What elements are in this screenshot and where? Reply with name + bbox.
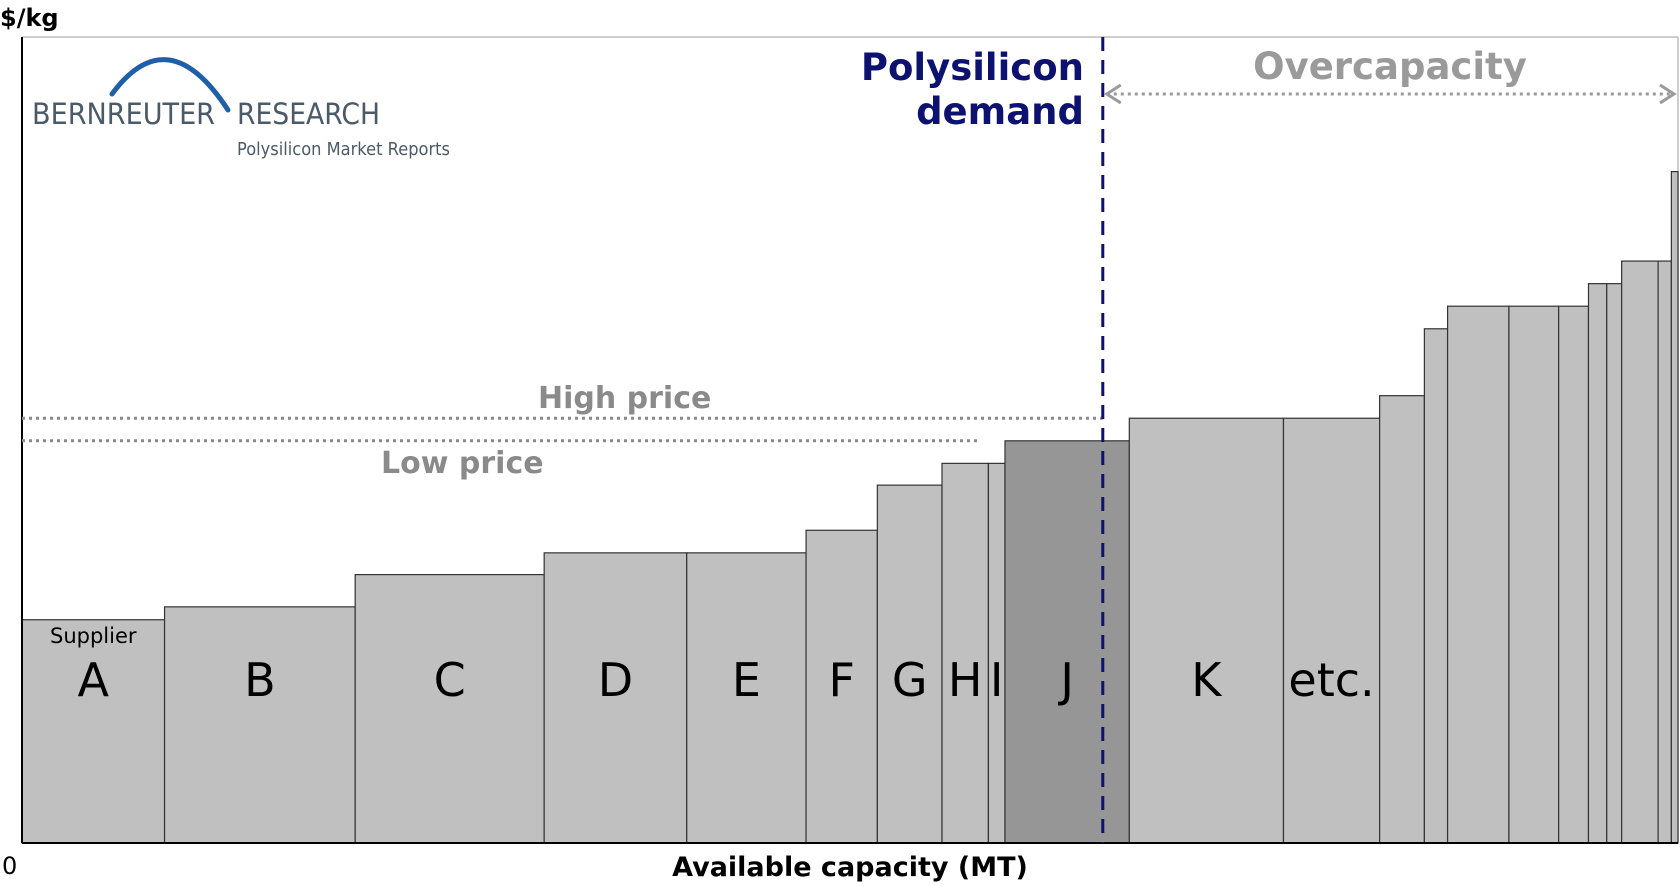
overcapacity-label: Overcapacity [1253, 45, 1527, 88]
supplier-bar-etc [1282, 417, 1381, 844]
supplier-bar-j [1004, 440, 1130, 844]
overcapacity-arrowhead-left [1104, 83, 1122, 105]
logo-word-research: RESEARCH [237, 97, 380, 131]
supplier-bar-14 [1423, 328, 1449, 844]
supplier-bar-20 [1621, 260, 1659, 844]
supplier-bar-15 [1446, 305, 1510, 844]
supplier-label-h: H [948, 653, 983, 707]
supplier-bar-16 [1508, 305, 1560, 844]
supplier-bars [21, 171, 1679, 844]
logo-subtitle: Polysilicon Market Reports [237, 139, 450, 160]
supplier-bar-e [686, 552, 807, 844]
supplier-label-j: J [1057, 653, 1074, 707]
supplier-bar-c [354, 574, 545, 844]
supplier-bar-d [543, 552, 688, 844]
supplier-label-k: K [1191, 653, 1223, 707]
supplier-label-c: C [434, 653, 466, 707]
supplier-bar-17 [1558, 305, 1590, 844]
supplier-bar-b [163, 606, 356, 844]
supplier-label-g: G [892, 653, 928, 707]
supplier-label-e: E [732, 653, 761, 707]
supplier-bar-21 [1657, 260, 1672, 844]
overcapacity-arrowhead-right [1659, 83, 1677, 105]
supplier-bar-19 [1606, 283, 1623, 844]
x-axis-title: Available capacity (MT) [672, 852, 1028, 883]
supplier-label-f: F [828, 653, 854, 707]
supplier-bar-h [941, 462, 990, 844]
supplier-bar-k [1128, 417, 1285, 844]
supplier-label-d: D [598, 653, 633, 707]
bernreuter-logo: BERNREUTER RESEARCH Polysilicon Market R… [32, 57, 450, 160]
supplier-label-a: A [78, 653, 110, 707]
y-axis-title: $/kg [0, 4, 59, 32]
supplier-prefix-label: Supplier [50, 624, 137, 648]
supplier-bar-f [805, 529, 878, 844]
supplier-label-etc: etc. [1288, 653, 1374, 707]
x-origin-label: 0 [2, 852, 17, 880]
logo-word-bernreuter: BERNREUTER [32, 97, 215, 131]
demand-label-line1: Polysilicon [861, 46, 1084, 89]
supplier-bar-13 [1379, 395, 1425, 844]
demand-label-line2: demand [916, 90, 1084, 133]
low-price-label: Low price [381, 446, 544, 481]
logo-arc [109, 57, 231, 113]
supplier-label-i: I [990, 653, 1004, 707]
supplier-label-b: B [244, 653, 276, 707]
high-price-label: High price [538, 381, 711, 416]
supplier-bar-22 [1670, 171, 1679, 844]
supplier-bar-18 [1587, 283, 1608, 844]
